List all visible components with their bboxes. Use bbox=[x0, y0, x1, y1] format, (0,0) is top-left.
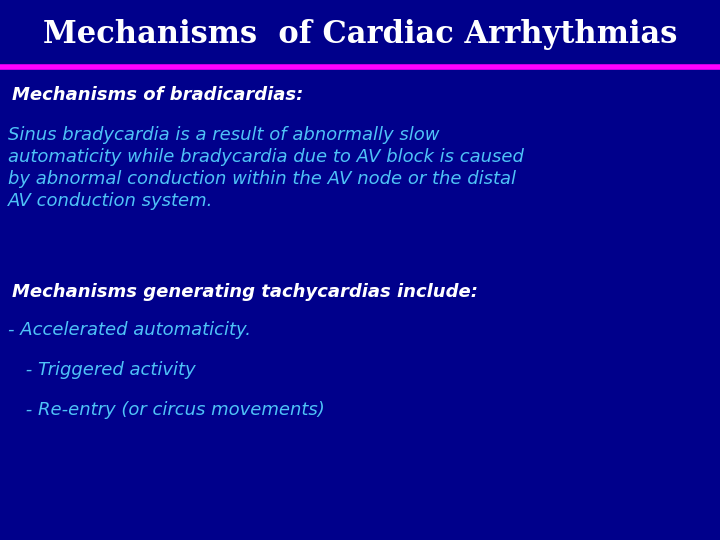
Text: by abnormal conduction within the AV node or the distal: by abnormal conduction within the AV nod… bbox=[8, 170, 516, 188]
Text: - Re-entry (or circus movements): - Re-entry (or circus movements) bbox=[20, 401, 325, 419]
Text: Mechanisms of bradicardias:: Mechanisms of bradicardias: bbox=[12, 86, 303, 104]
Text: automaticity while bradycardia due to AV block is caused: automaticity while bradycardia due to AV… bbox=[8, 148, 524, 166]
Text: AV conduction system.: AV conduction system. bbox=[8, 192, 213, 210]
Text: Sinus bradycardia is a result of abnormally slow: Sinus bradycardia is a result of abnorma… bbox=[8, 126, 439, 144]
Text: Mechanisms generating tachycardias include:: Mechanisms generating tachycardias inclu… bbox=[12, 283, 478, 301]
Text: - Accelerated automaticity.: - Accelerated automaticity. bbox=[8, 321, 251, 339]
Text: Mechanisms  of Cardiac Arrhythmias: Mechanisms of Cardiac Arrhythmias bbox=[42, 19, 678, 51]
Text: - Triggered activity: - Triggered activity bbox=[20, 361, 196, 379]
